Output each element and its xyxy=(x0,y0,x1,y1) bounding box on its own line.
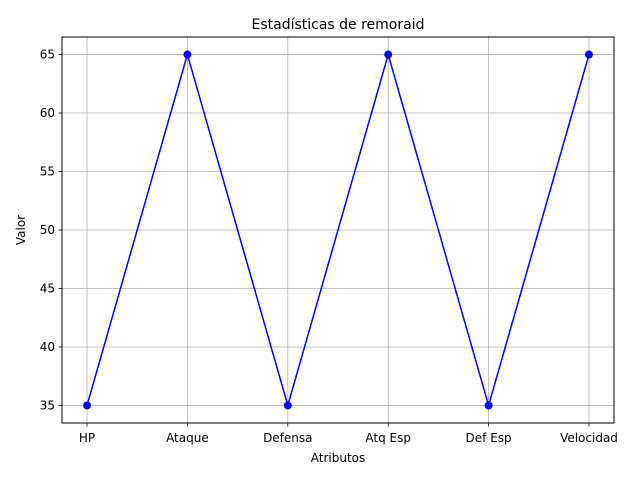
data-point xyxy=(83,401,91,410)
data-point xyxy=(585,50,593,59)
data-point xyxy=(484,401,493,410)
x-tick-label: HP xyxy=(79,431,95,445)
chart-title: Estadísticas de remoraid xyxy=(251,17,424,33)
y-tick-label: 45 xyxy=(40,281,55,295)
x-tick-label: Velocidad xyxy=(560,431,618,445)
data-point xyxy=(384,50,393,59)
data-point xyxy=(283,401,292,410)
x-axis: HP Ataque Defensa Atq Esp Def Esp Velocidad xyxy=(79,423,618,445)
y-axis: 35 40 45 50 55 60 65 xyxy=(40,48,62,412)
y-tick-label: 50 xyxy=(40,223,55,237)
y-tick-label: 65 xyxy=(40,48,55,62)
x-tick-label: Defensa xyxy=(263,431,312,445)
data-point xyxy=(183,50,192,59)
y-tick-label: 60 xyxy=(40,106,55,120)
y-tick-label: 40 xyxy=(40,340,55,354)
series-line xyxy=(83,50,593,410)
x-axis-title: Atributos xyxy=(311,451,366,465)
y-tick-label: 35 xyxy=(40,398,55,412)
y-tick-label: 55 xyxy=(40,165,55,179)
series-polyline xyxy=(86,53,590,407)
x-tick-label: Ataque xyxy=(166,431,209,445)
x-tick-label: Atq Esp xyxy=(365,431,411,445)
y-axis-title: Valor xyxy=(14,215,28,245)
x-tick-label: Def Esp xyxy=(466,431,512,445)
